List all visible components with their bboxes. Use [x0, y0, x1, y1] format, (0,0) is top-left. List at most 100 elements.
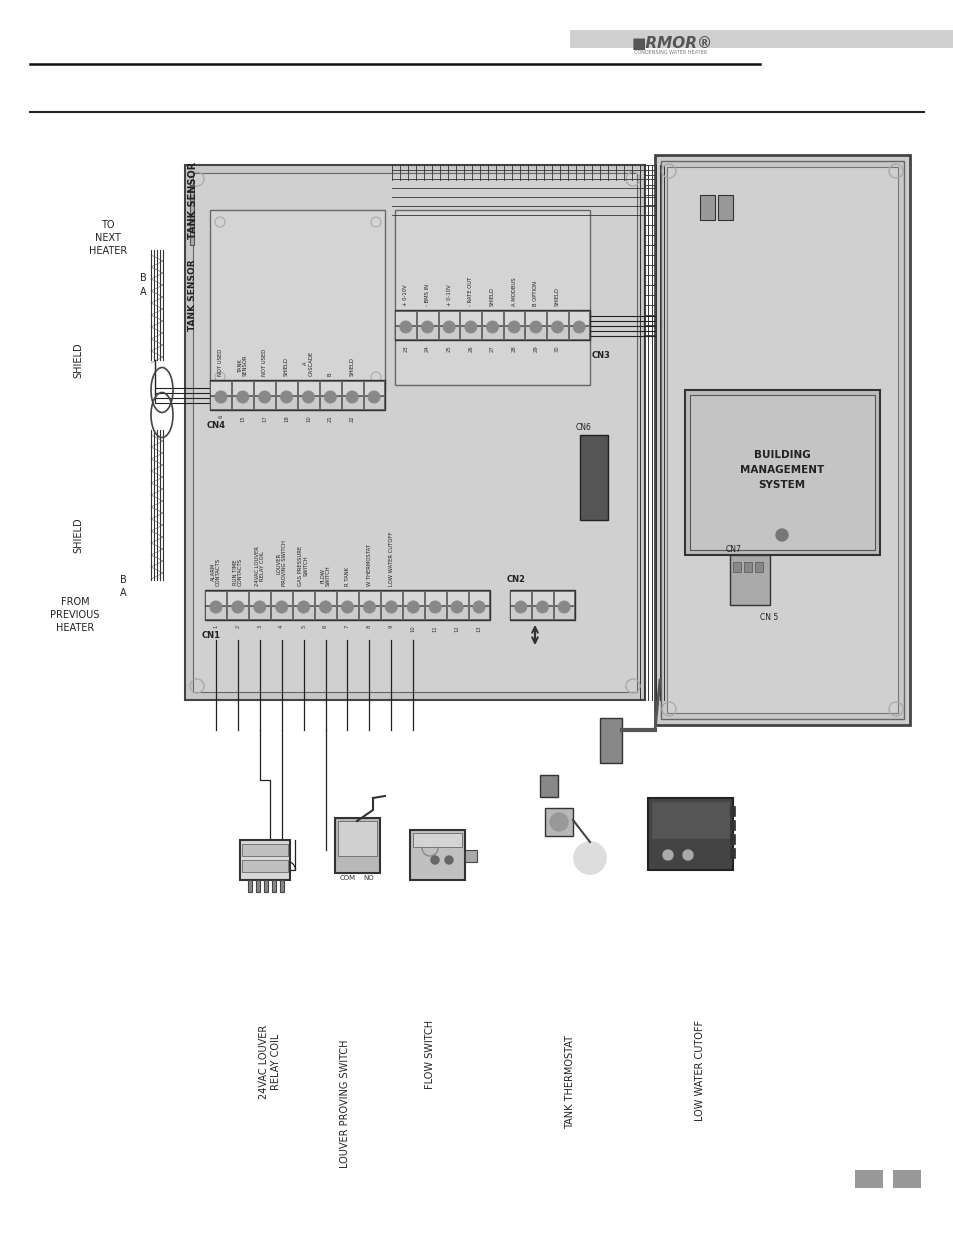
Text: TANK
SENSOR: TANK SENSOR: [237, 354, 248, 375]
Text: RUN TIME
CONTACTS: RUN TIME CONTACTS: [233, 558, 243, 585]
Bar: [210, 380, 385, 410]
Bar: [319, 396, 340, 409]
Text: 29: 29: [533, 345, 537, 352]
Circle shape: [258, 390, 271, 403]
Bar: [395, 311, 416, 325]
Circle shape: [341, 601, 354, 613]
Bar: [402, 592, 423, 605]
Bar: [205, 592, 226, 605]
Circle shape: [421, 321, 433, 333]
Bar: [297, 382, 318, 395]
Text: CN2: CN2: [506, 576, 525, 584]
Text: 23: 23: [403, 345, 408, 352]
Bar: [314, 606, 335, 619]
Bar: [532, 606, 552, 619]
Bar: [599, 718, 621, 763]
Bar: [464, 850, 476, 862]
Bar: [424, 592, 445, 605]
Text: TANK THERMOSTAT: TANK THERMOSTAT: [564, 1035, 575, 1129]
Text: 15: 15: [240, 415, 245, 421]
Text: TANK SENSOR: TANK SENSOR: [189, 259, 197, 331]
Bar: [275, 396, 296, 409]
Bar: [754, 562, 762, 572]
Text: 30: 30: [555, 345, 559, 352]
Text: LOUVER PROVING SWITCH: LOUVER PROVING SWITCH: [339, 1040, 350, 1168]
Bar: [438, 311, 459, 325]
Bar: [732, 562, 740, 572]
Bar: [271, 606, 292, 619]
Bar: [264, 881, 268, 892]
Text: FLOW
SWITCH: FLOW SWITCH: [320, 566, 331, 585]
Circle shape: [368, 390, 380, 403]
Bar: [358, 592, 379, 605]
Bar: [660, 161, 903, 719]
Circle shape: [253, 601, 266, 613]
Bar: [729, 806, 734, 816]
Bar: [254, 382, 274, 395]
Bar: [729, 820, 734, 830]
Circle shape: [551, 321, 563, 333]
Text: 11: 11: [433, 625, 437, 632]
Bar: [481, 326, 502, 338]
Circle shape: [324, 390, 336, 403]
Text: 9: 9: [389, 625, 394, 629]
Text: + 0-10V: + 0-10V: [446, 284, 451, 306]
Bar: [341, 382, 362, 395]
Circle shape: [558, 601, 570, 613]
Bar: [280, 881, 284, 892]
Bar: [689, 395, 874, 550]
Bar: [293, 592, 314, 605]
Bar: [275, 382, 296, 395]
Text: CN1: CN1: [202, 631, 221, 640]
Circle shape: [529, 321, 541, 333]
Bar: [271, 592, 292, 605]
Text: 22: 22: [350, 415, 355, 421]
Circle shape: [275, 601, 288, 613]
Bar: [700, 195, 714, 220]
Circle shape: [399, 321, 412, 333]
Bar: [255, 881, 260, 892]
Bar: [568, 326, 589, 338]
Text: 12: 12: [455, 625, 459, 632]
Text: CN6: CN6: [576, 424, 591, 432]
Circle shape: [775, 529, 787, 541]
Circle shape: [210, 601, 222, 613]
Bar: [718, 195, 732, 220]
Text: 5: 5: [301, 625, 306, 629]
Bar: [185, 165, 644, 700]
Text: 3: 3: [257, 625, 262, 629]
Bar: [651, 802, 728, 839]
Bar: [446, 606, 467, 619]
Circle shape: [536, 601, 548, 613]
Bar: [337, 821, 376, 856]
Text: LOW WATER CUTOFF: LOW WATER CUTOFF: [695, 1020, 704, 1121]
Bar: [892, 1170, 920, 1188]
Text: BUILDING
MANAGEMENT
SYSTEM: BUILDING MANAGEMENT SYSTEM: [740, 451, 823, 490]
Bar: [227, 592, 248, 605]
Text: 26: 26: [468, 345, 473, 352]
Bar: [395, 326, 416, 338]
Circle shape: [363, 601, 375, 613]
Text: FROM
PREVIOUS
HEATER: FROM PREVIOUS HEATER: [51, 597, 99, 634]
Text: 13: 13: [476, 625, 481, 631]
Text: B: B: [328, 373, 333, 375]
Circle shape: [550, 813, 567, 831]
Text: 6: 6: [218, 415, 223, 419]
Circle shape: [515, 601, 526, 613]
Text: 24VAC LOUVER
RELAY COIL: 24VAC LOUVER RELAY COIL: [258, 1025, 281, 1099]
Circle shape: [346, 390, 358, 403]
Circle shape: [236, 390, 249, 403]
Bar: [272, 881, 275, 892]
Bar: [233, 396, 253, 409]
Bar: [248, 881, 252, 892]
Bar: [380, 592, 401, 605]
Text: B: B: [139, 273, 146, 283]
Bar: [460, 326, 480, 338]
Bar: [242, 860, 288, 872]
Text: B OPTION: B OPTION: [533, 282, 537, 306]
Circle shape: [682, 850, 692, 860]
Bar: [211, 396, 232, 409]
Bar: [525, 311, 546, 325]
Circle shape: [451, 601, 463, 613]
Text: 18: 18: [284, 415, 289, 421]
